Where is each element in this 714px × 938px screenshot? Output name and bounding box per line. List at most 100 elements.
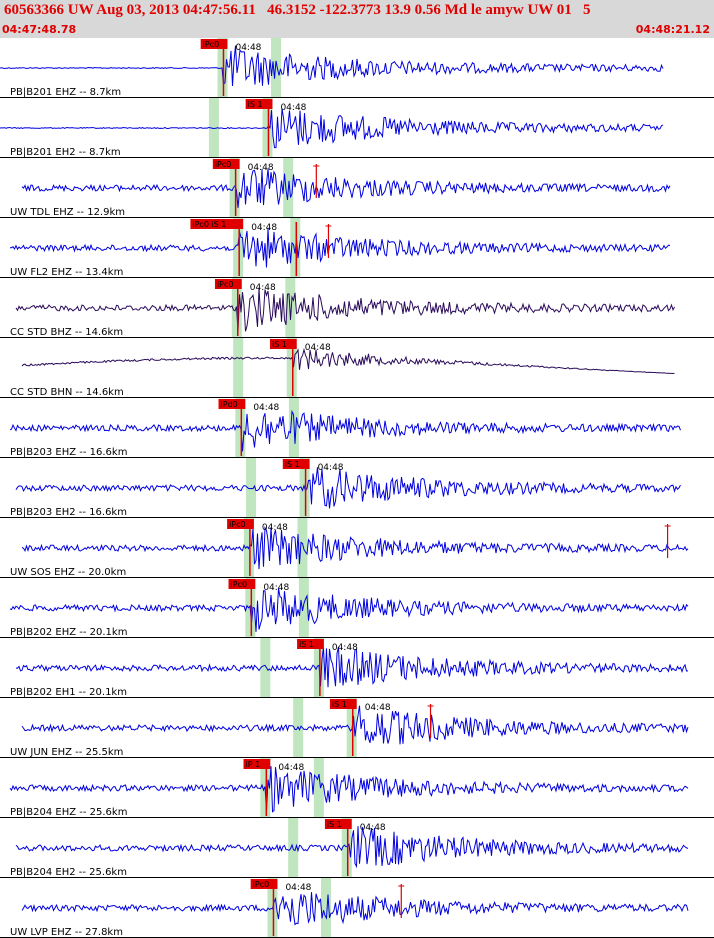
pick-tag[interactable]: [329, 699, 357, 709]
waveform: [15, 467, 681, 509]
trace-panel[interactable]: iP 1 04:48 PB|B204 EHZ -- 25.6km: [0, 758, 714, 818]
p-window: [229, 158, 240, 218]
pick-tag-label: iPc0: [203, 40, 220, 49]
s-window: [298, 578, 309, 638]
station-label: CC STD BHZ -- 14.6km: [10, 327, 123, 338]
time-tick-label: 04:48: [305, 343, 331, 353]
p-window: [233, 218, 244, 278]
station-label: UW SOS EHZ -- 20.0km: [10, 567, 126, 578]
p-window: [246, 458, 257, 518]
station-label: PB|B202 EH1 -- 20.1km: [10, 687, 127, 698]
trace-panel[interactable]: iPc0 04:48 PB|B201 EHZ -- 8.7km: [0, 38, 714, 98]
start-time-label: 04:47:48.78: [2, 23, 77, 36]
pick-tag[interactable]: [228, 579, 256, 589]
time-tick-label: 04:48: [248, 163, 274, 173]
pick-tag-label: iS 1: [272, 340, 287, 349]
pick-tag[interactable]: [250, 879, 278, 889]
trace-panel[interactable]: iPd0 04:48 PB|B203 EHZ -- 16.6km: [0, 398, 714, 458]
pick-tag[interactable]: [269, 339, 297, 349]
pick-tag[interactable]: [214, 279, 242, 289]
pick-tag-label: iPc0: [253, 880, 270, 889]
pick-tag-label: iS 1: [248, 100, 263, 109]
pick-tag[interactable]: [190, 219, 244, 229]
s-window: [297, 518, 308, 578]
time-tick-label: 04:48: [253, 403, 279, 413]
trace-panel[interactable]: iS 1 04:48 PB|B202 EH1 -- 20.1km: [0, 638, 714, 698]
pick-tag-label: iP 1: [246, 760, 261, 769]
station-label: PB|B201 EH2 -- 8.7km: [10, 147, 121, 158]
pick-tag-label: iPc0: [215, 160, 232, 169]
s-window: [321, 878, 332, 938]
pick-tag-label: iS 1: [285, 460, 300, 469]
p-window: [233, 338, 244, 398]
waveform: [15, 646, 689, 688]
waveform: [15, 826, 689, 869]
trace-panel[interactable]: iPc0 04:48 CC STD BHZ -- 14.6km: [0, 278, 714, 338]
end-time-label: 04:48:21.12: [635, 23, 710, 36]
trace-panel[interactable]: iPc0 04:48 PB|B202 EHZ -- 20.1km: [0, 578, 714, 638]
waveform: [9, 588, 689, 632]
s-window: [271, 38, 282, 98]
trace-panel[interactable]: iPc0 04:48 UW LVP EHZ -- 27.8km: [0, 878, 714, 938]
trace-panel[interactable]: iS 1 04:48 UW JUN EHZ -- 25.5km: [0, 698, 714, 758]
p-window: [286, 338, 297, 398]
waveform: [21, 525, 689, 570]
station-label: UW TDL EHZ -- 12.9km: [10, 207, 125, 218]
time-tick-label: 04:48: [263, 583, 289, 593]
waveform: [0, 45, 664, 87]
s-window: [285, 278, 296, 338]
pick-tag[interactable]: [297, 639, 324, 649]
waveform: [9, 409, 681, 452]
event-title: 60563366 UW Aug 03, 2013 04:47:56.11 46.…: [4, 2, 591, 18]
waveform: [21, 168, 671, 208]
waveform: [9, 228, 671, 268]
seismogram-panel-stack[interactable]: iPc0 04:48 PB|B201 EHZ -- 8.7km iS 1 04:48 PB…: [0, 38, 714, 938]
p-window: [260, 638, 271, 698]
trace-panel[interactable]: iPc0 iS 1 04:48 UW FL2 EHZ -- 13.4km: [0, 218, 714, 278]
pick-tag-label: iS 1: [299, 640, 314, 649]
station-label: PB|B204 EH2 -- 25.6km: [10, 867, 127, 878]
trace-panel[interactable]: iPc0 04:48 UW TDL EHZ -- 12.9km: [0, 158, 714, 218]
trace-panel[interactable]: iS 1 04:48 PB|B203 EH2 -- 16.6km: [0, 458, 714, 518]
waveform: [9, 766, 689, 813]
time-tick-label: 04:48: [251, 223, 277, 233]
station-label: PB|B203 EHZ -- 16.6km: [10, 447, 127, 458]
trace-panel[interactable]: iS 1 04:48 PB|B204 EH2 -- 25.6km: [0, 818, 714, 878]
s-window: [313, 758, 324, 818]
station-label: UW LVP EHZ -- 27.8km: [10, 927, 123, 938]
waveform: [21, 705, 689, 745]
waveform: [15, 287, 675, 332]
pick-tag[interactable]: [218, 399, 246, 409]
pick-tag[interactable]: [245, 99, 273, 109]
station-label: PB|B202 EHZ -- 20.1km: [10, 627, 127, 638]
station-label: PB|B203 EH2 -- 16.6km: [10, 507, 127, 518]
pick-tag[interactable]: [243, 759, 271, 769]
trace-panel[interactable]: iS 1 04:48 PB|B201 EH2 -- 8.7km: [0, 98, 714, 158]
waveform: [21, 347, 675, 375]
pick-tag-label: iPd0: [221, 400, 238, 409]
seismogram-canvas[interactable]: iPc0 04:48 PB|B201 EHZ -- 8.7km iS 1 04:48 PB…: [0, 38, 714, 938]
time-tick-label: 04:48: [250, 283, 276, 293]
pick-tag[interactable]: [212, 159, 240, 169]
station-label: PB|B204 EHZ -- 25.6km: [10, 807, 127, 818]
pick-tag-label: iPc0: [229, 520, 246, 529]
pick-tag[interactable]: [200, 39, 228, 49]
time-tick-label: 04:48: [280, 103, 306, 113]
time-tick-label: 04:48: [318, 463, 344, 473]
pick-tag-label: iS 1: [327, 820, 342, 829]
pick-tag[interactable]: [282, 459, 310, 469]
pick-tag[interactable]: [227, 519, 254, 529]
time-tick-label: 04:48: [360, 823, 386, 833]
time-tick-label: 04:48: [332, 643, 358, 653]
time-tick-label: 04:48: [365, 703, 391, 713]
p-window: [341, 818, 352, 878]
waveform: [0, 108, 664, 149]
time-tick-label: 04:48: [262, 523, 288, 533]
trace-panel[interactable]: iPc0 04:48 UW SOS EHZ -- 20.0km: [0, 518, 714, 578]
station-label: UW FL2 EHZ -- 13.4km: [10, 267, 123, 278]
pick-tag[interactable]: [324, 819, 352, 829]
header-bar: 60563366 UW Aug 03, 2013 04:47:56.11 46.…: [0, 0, 714, 38]
station-label: PB|B201 EHZ -- 8.7km: [10, 87, 121, 98]
trace-panel[interactable]: iS 1 04:48 CC STD BHN -- 14.6km: [0, 338, 714, 398]
pick-tag-label: iPc0 iS 1: [192, 220, 226, 229]
